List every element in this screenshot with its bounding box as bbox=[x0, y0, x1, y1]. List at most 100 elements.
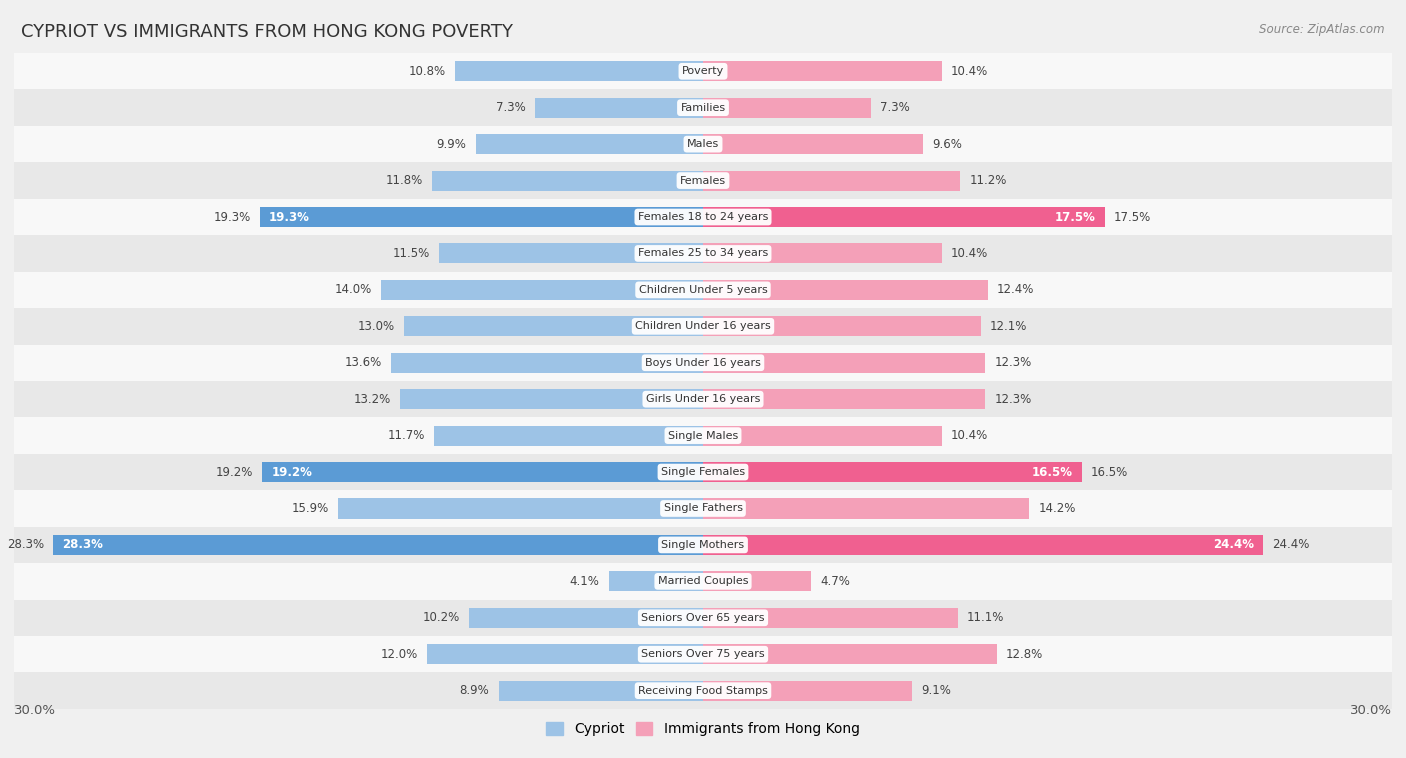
Bar bbox=[14, 454, 1392, 490]
Bar bbox=[703, 499, 1029, 518]
Bar bbox=[14, 600, 1392, 636]
Text: 12.1%: 12.1% bbox=[990, 320, 1028, 333]
Text: Females 18 to 24 years: Females 18 to 24 years bbox=[638, 212, 768, 222]
Bar bbox=[703, 243, 942, 264]
Bar bbox=[703, 462, 1083, 482]
Text: Girls Under 16 years: Girls Under 16 years bbox=[645, 394, 761, 404]
Bar bbox=[14, 235, 1392, 271]
Bar bbox=[703, 608, 957, 628]
Bar bbox=[703, 280, 988, 300]
Text: 11.1%: 11.1% bbox=[967, 611, 1004, 625]
Bar bbox=[391, 352, 703, 373]
Text: 24.4%: 24.4% bbox=[1272, 538, 1310, 551]
Bar bbox=[703, 644, 997, 664]
Bar bbox=[381, 280, 703, 300]
Text: 12.4%: 12.4% bbox=[997, 283, 1035, 296]
Bar bbox=[703, 98, 870, 117]
Text: Seniors Over 65 years: Seniors Over 65 years bbox=[641, 612, 765, 623]
Text: Children Under 16 years: Children Under 16 years bbox=[636, 321, 770, 331]
Bar bbox=[703, 425, 942, 446]
Text: 13.2%: 13.2% bbox=[353, 393, 391, 406]
Text: Children Under 5 years: Children Under 5 years bbox=[638, 285, 768, 295]
Bar bbox=[536, 98, 703, 117]
Bar bbox=[337, 499, 703, 518]
Bar bbox=[405, 316, 703, 337]
Bar bbox=[14, 89, 1392, 126]
Text: 7.3%: 7.3% bbox=[496, 102, 526, 114]
Bar bbox=[427, 644, 703, 664]
Bar bbox=[14, 53, 1392, 89]
Text: 11.2%: 11.2% bbox=[969, 174, 1007, 187]
Text: 30.0%: 30.0% bbox=[14, 704, 56, 717]
Text: Seniors Over 75 years: Seniors Over 75 years bbox=[641, 649, 765, 659]
Bar bbox=[14, 271, 1392, 308]
Text: Single Mothers: Single Mothers bbox=[661, 540, 745, 550]
Bar bbox=[14, 636, 1392, 672]
Text: Single Males: Single Males bbox=[668, 431, 738, 440]
Bar bbox=[439, 243, 703, 264]
Legend: Cypriot, Immigrants from Hong Kong: Cypriot, Immigrants from Hong Kong bbox=[541, 717, 865, 742]
Text: 13.0%: 13.0% bbox=[359, 320, 395, 333]
Bar bbox=[456, 61, 703, 81]
Text: 11.5%: 11.5% bbox=[392, 247, 430, 260]
Text: 19.3%: 19.3% bbox=[214, 211, 250, 224]
Bar bbox=[703, 134, 924, 154]
Text: 11.7%: 11.7% bbox=[388, 429, 425, 442]
Bar bbox=[703, 681, 912, 700]
Bar bbox=[703, 316, 981, 337]
Bar bbox=[399, 389, 703, 409]
Text: 12.3%: 12.3% bbox=[994, 393, 1032, 406]
Bar bbox=[468, 608, 703, 628]
Bar bbox=[260, 207, 703, 227]
Bar bbox=[14, 527, 1392, 563]
Bar bbox=[53, 535, 703, 555]
Text: 12.8%: 12.8% bbox=[1007, 648, 1043, 661]
Text: 9.9%: 9.9% bbox=[437, 138, 467, 151]
Text: 9.6%: 9.6% bbox=[932, 138, 963, 151]
Text: Married Couples: Married Couples bbox=[658, 576, 748, 587]
Text: 19.3%: 19.3% bbox=[269, 211, 309, 224]
Text: 30.0%: 30.0% bbox=[1350, 704, 1392, 717]
Text: 17.5%: 17.5% bbox=[1114, 211, 1152, 224]
Bar bbox=[14, 308, 1392, 345]
Text: 8.9%: 8.9% bbox=[460, 684, 489, 697]
Text: 19.2%: 19.2% bbox=[215, 465, 253, 478]
Text: 10.4%: 10.4% bbox=[950, 247, 988, 260]
Bar bbox=[14, 162, 1392, 199]
Text: 17.5%: 17.5% bbox=[1054, 211, 1095, 224]
Bar bbox=[703, 61, 942, 81]
Text: 28.3%: 28.3% bbox=[7, 538, 44, 551]
Bar bbox=[475, 134, 703, 154]
Bar bbox=[703, 572, 811, 591]
Bar bbox=[703, 171, 960, 190]
Text: Single Females: Single Females bbox=[661, 467, 745, 477]
Bar bbox=[14, 563, 1392, 600]
Text: Males: Males bbox=[688, 139, 718, 149]
Bar bbox=[434, 425, 703, 446]
Bar bbox=[262, 462, 703, 482]
Bar bbox=[609, 572, 703, 591]
Bar bbox=[14, 199, 1392, 235]
Bar bbox=[14, 418, 1392, 454]
Text: 14.2%: 14.2% bbox=[1038, 502, 1076, 515]
Bar bbox=[703, 389, 986, 409]
Bar bbox=[14, 381, 1392, 418]
Text: 10.4%: 10.4% bbox=[950, 64, 988, 78]
Text: Females 25 to 34 years: Females 25 to 34 years bbox=[638, 249, 768, 258]
Text: 11.8%: 11.8% bbox=[385, 174, 423, 187]
Text: 7.3%: 7.3% bbox=[880, 102, 910, 114]
Bar bbox=[432, 171, 703, 190]
Text: CYPRIOT VS IMMIGRANTS FROM HONG KONG POVERTY: CYPRIOT VS IMMIGRANTS FROM HONG KONG POV… bbox=[21, 23, 513, 41]
Text: 28.3%: 28.3% bbox=[62, 538, 103, 551]
Text: Single Fathers: Single Fathers bbox=[664, 503, 742, 513]
Text: Source: ZipAtlas.com: Source: ZipAtlas.com bbox=[1260, 23, 1385, 36]
Text: 10.2%: 10.2% bbox=[422, 611, 460, 625]
Text: 10.8%: 10.8% bbox=[409, 64, 446, 78]
Text: Females: Females bbox=[681, 176, 725, 186]
Bar bbox=[499, 681, 703, 700]
Text: 12.3%: 12.3% bbox=[994, 356, 1032, 369]
Text: 14.0%: 14.0% bbox=[335, 283, 373, 296]
Text: Families: Families bbox=[681, 103, 725, 113]
Text: 16.5%: 16.5% bbox=[1032, 465, 1073, 478]
Bar bbox=[703, 535, 1264, 555]
